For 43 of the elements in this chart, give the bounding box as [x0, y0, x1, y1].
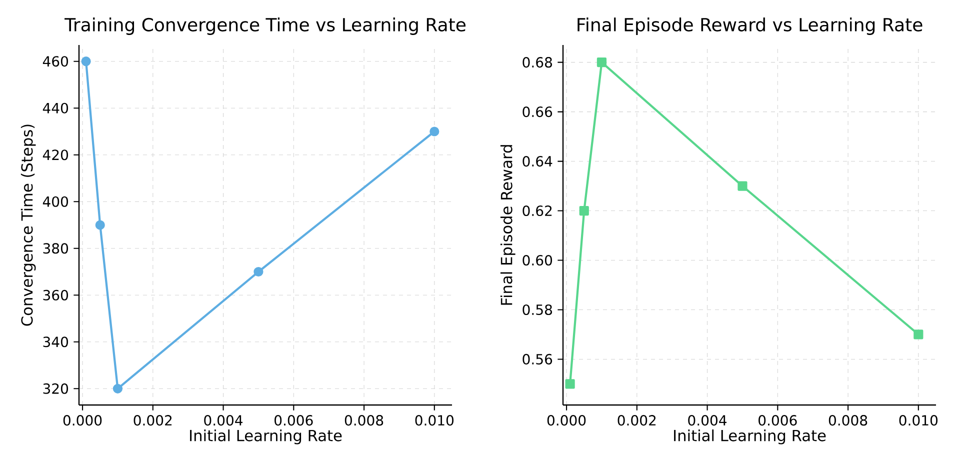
- y-tick-label: 460: [42, 56, 68, 67]
- x-tick-label: 0.008: [828, 415, 868, 426]
- y-axis-title: Convergence Time (Steps): [20, 124, 36, 326]
- y-tick-label: 440: [42, 102, 68, 114]
- x-tick-label: 0.010: [415, 415, 454, 426]
- point: [95, 220, 105, 230]
- y-tick-label: 0.62: [522, 205, 552, 216]
- y-tick-label: 380: [43, 243, 68, 254]
- point: [254, 266, 264, 277]
- y-tick-label: 360: [43, 290, 68, 300]
- y-tick-label: 0.66: [522, 106, 552, 118]
- point: [112, 384, 123, 394]
- y-tick-label: 0.56: [522, 354, 552, 365]
- y-tick-label: 340: [43, 336, 68, 348]
- y-tick-label: 0.58: [522, 304, 552, 316]
- point: [914, 330, 924, 340]
- y-tick-label: 0.60: [522, 254, 552, 266]
- x-tick-label: 0.000: [63, 415, 102, 426]
- chart-title: Final Episode Reward vs Learning Rate: [578, 18, 922, 35]
- x-tick-label: 0.008: [344, 415, 384, 426]
- point: [430, 126, 440, 136]
- x-tick-label: 0.000: [547, 415, 586, 426]
- x-tick-label: 0.006: [758, 415, 797, 426]
- y-axis-title: Final Episode Reward: [500, 145, 516, 305]
- x-axis-title: Initial Learning Rate: [674, 429, 826, 444]
- x-tick-label: 0.002: [134, 415, 172, 426]
- x-axis-title: Initial Learning Rate: [190, 429, 342, 444]
- point: [81, 56, 91, 66]
- y-tick-label: 420: [42, 150, 68, 160]
- y-tick-label: 320: [43, 383, 68, 394]
- x-tick-label: 0.010: [899, 415, 938, 426]
- y-tick-label: 0.64: [522, 156, 552, 167]
- x-tick-label: 0.006: [274, 415, 313, 426]
- y-tick-label: 0.68: [522, 57, 552, 68]
- y-tick-label: 400: [42, 196, 68, 207]
- point: [565, 379, 575, 389]
- point: [596, 58, 607, 68]
- x-tick-label: 0.004: [688, 415, 727, 426]
- point: [738, 181, 748, 191]
- chart-title: Training Convergence Time vs Learning Rate: [64, 18, 466, 35]
- x-tick-label: 0.002: [618, 415, 656, 426]
- x-tick-label: 0.004: [204, 415, 243, 426]
- point: [579, 206, 589, 216]
